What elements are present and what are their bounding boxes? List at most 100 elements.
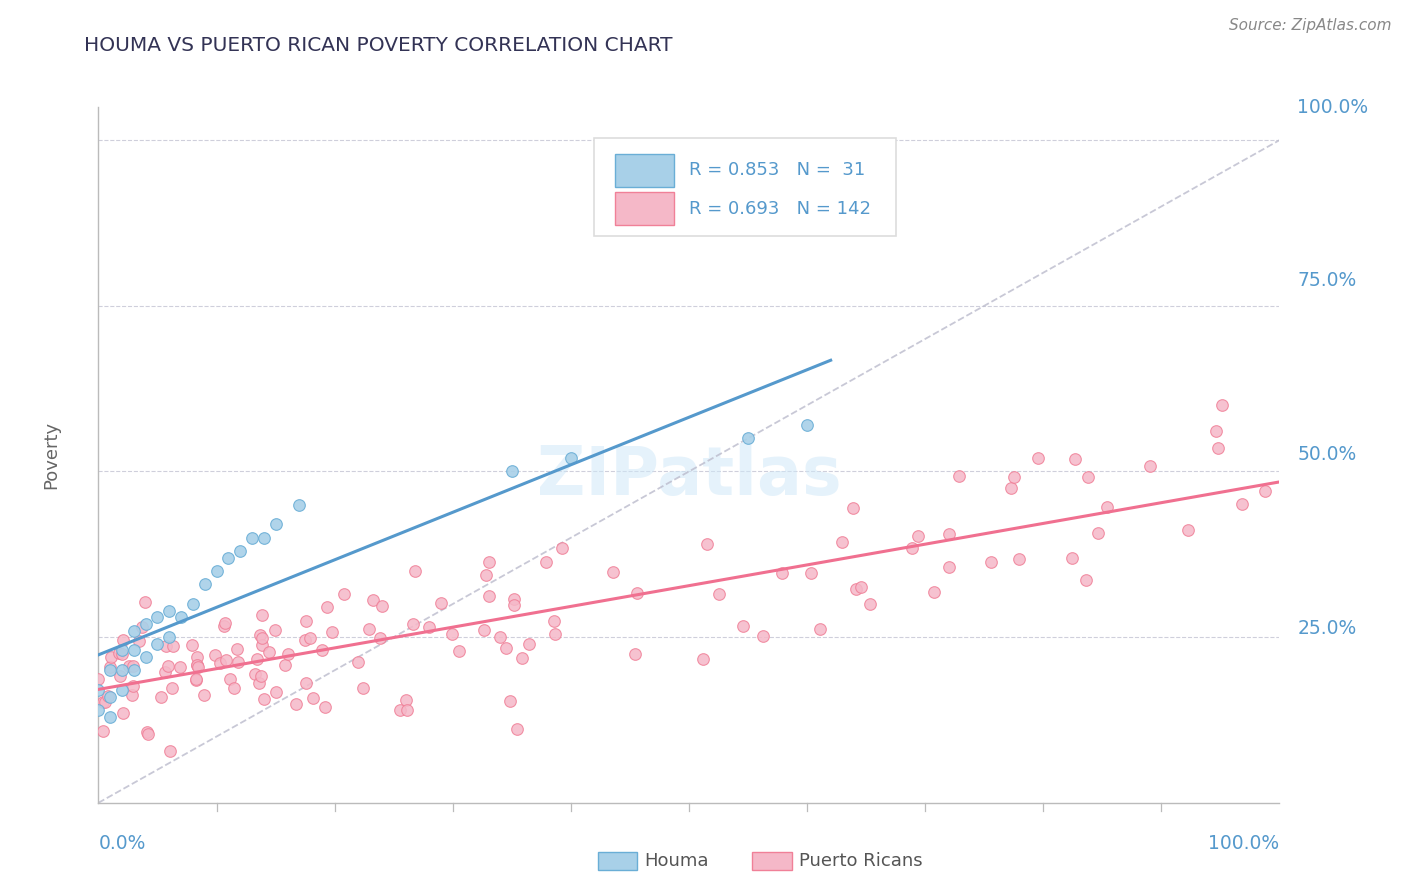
Point	[560, 451, 582, 466]
Point	[440, 626, 463, 640]
Point	[388, 703, 411, 717]
Point	[135, 650, 157, 665]
Point	[222, 681, 245, 696]
Point	[1205, 425, 1227, 439]
Point	[186, 658, 208, 673]
Point	[194, 577, 217, 591]
Point	[181, 638, 204, 652]
Point	[495, 641, 517, 656]
Point	[169, 659, 191, 673]
Point	[543, 614, 565, 628]
Point	[110, 669, 132, 683]
Point	[264, 624, 287, 638]
Text: 75.0%: 75.0%	[1298, 271, 1357, 291]
Point	[368, 631, 391, 645]
Point	[907, 529, 929, 543]
Point	[346, 655, 368, 669]
Point	[752, 629, 775, 643]
Point	[352, 681, 374, 695]
Point	[274, 658, 297, 673]
Point	[205, 564, 228, 578]
Point	[135, 725, 157, 739]
Point	[209, 656, 232, 670]
Point	[1002, 470, 1025, 484]
Point	[1074, 573, 1097, 587]
Point	[371, 599, 394, 613]
Point	[253, 692, 276, 706]
Point	[489, 630, 512, 644]
Point	[478, 555, 501, 569]
Point	[404, 565, 426, 579]
Point	[219, 673, 242, 687]
Point	[162, 681, 184, 695]
Point	[87, 672, 110, 686]
Point	[240, 531, 263, 545]
Point	[447, 644, 470, 658]
Point	[98, 709, 121, 723]
Point	[214, 615, 236, 630]
Point	[111, 647, 134, 661]
Point	[314, 700, 336, 714]
Point	[550, 541, 572, 555]
Point	[626, 586, 648, 600]
Point	[87, 683, 110, 698]
Point	[295, 614, 318, 628]
Text: ZIPatlas: ZIPatlas	[537, 442, 841, 508]
Point	[155, 639, 177, 653]
Point	[709, 587, 731, 601]
Point	[418, 619, 440, 633]
Point	[131, 619, 153, 633]
Text: R = 0.853   N =  31: R = 0.853 N = 31	[689, 161, 865, 179]
Point	[800, 566, 823, 580]
Text: Source: ZipAtlas.com: Source: ZipAtlas.com	[1229, 18, 1392, 33]
Text: Puerto Ricans: Puerto Ricans	[799, 852, 922, 870]
Point	[121, 688, 143, 702]
Point	[519, 637, 541, 651]
Point	[122, 663, 145, 677]
Point	[245, 666, 267, 681]
Point	[264, 517, 287, 532]
Point	[186, 673, 208, 687]
Point	[502, 591, 524, 606]
Point	[97, 689, 120, 703]
Point	[288, 498, 311, 512]
Point	[316, 599, 339, 614]
Point	[1211, 398, 1233, 412]
Point	[333, 587, 356, 601]
Point	[253, 531, 276, 545]
Point	[321, 625, 343, 640]
Point	[623, 647, 645, 661]
Point	[1063, 452, 1085, 467]
Point	[153, 665, 176, 679]
Point	[1206, 441, 1229, 455]
Point	[150, 690, 173, 704]
Point	[98, 659, 121, 673]
Point	[186, 657, 208, 672]
Point	[796, 418, 818, 433]
Point	[1062, 550, 1084, 565]
Point	[357, 622, 380, 636]
Point	[501, 465, 523, 479]
Point	[395, 693, 418, 707]
Point	[249, 628, 271, 642]
Point	[91, 723, 114, 738]
Point	[1139, 458, 1161, 473]
FancyBboxPatch shape	[614, 192, 673, 226]
Point	[111, 663, 134, 677]
Point	[111, 706, 134, 721]
Point	[294, 633, 316, 648]
Point	[186, 650, 208, 665]
Point	[808, 622, 831, 636]
Point	[186, 673, 208, 687]
Text: 50.0%: 50.0%	[1298, 445, 1357, 465]
Point	[396, 703, 419, 717]
Point	[98, 663, 121, 677]
Text: 100.0%: 100.0%	[1208, 834, 1279, 853]
Point	[215, 653, 238, 667]
Point	[901, 541, 924, 556]
Point	[250, 608, 273, 623]
Point	[1177, 523, 1199, 537]
Point	[602, 566, 624, 580]
Point	[162, 639, 184, 653]
Point	[544, 627, 567, 641]
